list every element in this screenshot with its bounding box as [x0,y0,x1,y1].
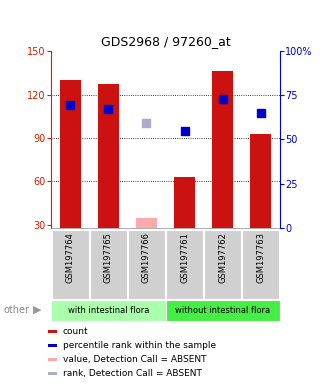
Bar [98,84,119,228]
Bar [51,300,166,321]
FancyBboxPatch shape [48,372,57,375]
Bar [174,177,195,228]
Bar [136,218,157,228]
Bar [166,230,203,299]
Text: GSM197762: GSM197762 [218,232,227,283]
Bar [52,230,89,299]
Title: GDS2968 / 97260_at: GDS2968 / 97260_at [101,35,230,48]
Point [144,121,149,127]
Text: other: other [3,305,29,315]
Bar [250,134,271,228]
Bar [242,230,279,299]
Text: rank, Detection Call = ABSENT: rank, Detection Call = ABSENT [63,369,202,378]
Bar [204,230,241,299]
FancyBboxPatch shape [48,344,57,347]
Text: ▶: ▶ [33,305,42,315]
Text: GSM197766: GSM197766 [142,232,151,283]
Bar [90,230,127,299]
Text: value, Detection Call = ABSENT: value, Detection Call = ABSENT [63,355,206,364]
Point [258,110,263,116]
FancyBboxPatch shape [48,330,57,333]
Bar [128,230,165,299]
Text: count: count [63,327,88,336]
Point [182,127,187,134]
Text: without intestinal flora: without intestinal flora [175,306,270,314]
Text: percentile rank within the sample: percentile rank within the sample [63,341,216,350]
Bar [166,300,280,321]
Text: GSM197765: GSM197765 [104,232,113,283]
Point [220,96,225,102]
FancyBboxPatch shape [48,358,57,361]
Text: GSM197763: GSM197763 [256,232,265,283]
Text: with intestinal flora: with intestinal flora [68,306,149,314]
Point [68,102,73,108]
Bar [212,71,233,228]
Point [106,106,111,112]
Text: GSM197761: GSM197761 [180,232,189,283]
Text: GSM197764: GSM197764 [66,232,75,283]
Bar [60,80,81,228]
